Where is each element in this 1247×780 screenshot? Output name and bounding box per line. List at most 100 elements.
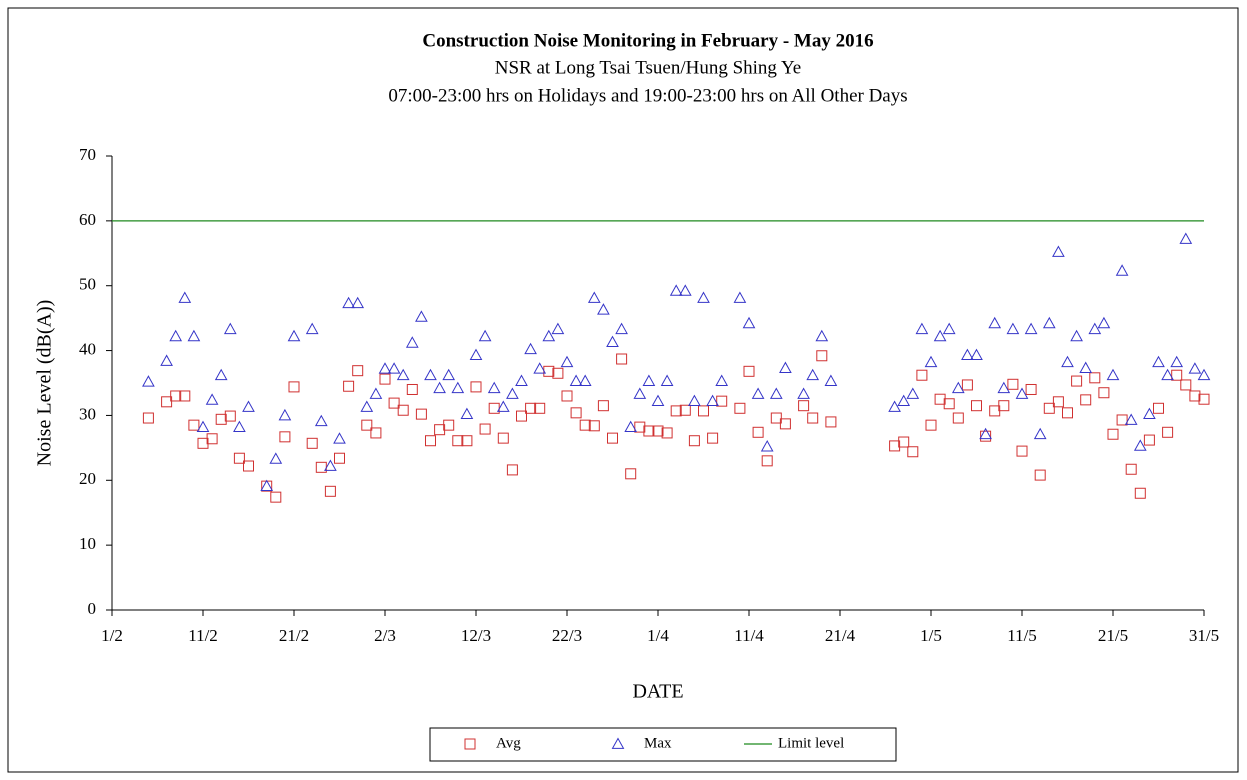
- avg-point: [270, 491, 282, 503]
- max-point: [533, 362, 547, 374]
- avg-point: [679, 404, 691, 416]
- chart-border: [7, 7, 1239, 773]
- avg-point: [1016, 445, 1028, 457]
- max-point: [678, 284, 692, 296]
- avg-point: [443, 419, 455, 431]
- max-point: [178, 291, 192, 303]
- avg-point: [980, 430, 992, 442]
- max-point: [524, 342, 537, 355]
- avg-point: [1007, 378, 1019, 390]
- avg-point: [397, 404, 409, 416]
- y-tick-label: 30: [79, 404, 96, 423]
- avg-point: [1180, 379, 1192, 391]
- max-point: [1052, 245, 1065, 257]
- max-point: [242, 400, 255, 412]
- max-point: [824, 374, 838, 386]
- avg-point: [379, 373, 391, 385]
- max-point: [760, 440, 774, 452]
- max-point: [1006, 322, 1020, 335]
- max-point: [979, 427, 992, 440]
- max-point: [733, 291, 747, 303]
- max-point: [606, 335, 619, 348]
- max-point: [142, 375, 155, 387]
- avg-point: [243, 460, 254, 472]
- max-point: [369, 387, 383, 399]
- avg-point: [761, 455, 773, 467]
- avg-point: [597, 400, 609, 412]
- max-point: [1179, 232, 1193, 244]
- x-tick-label: 1/2: [101, 626, 123, 645]
- max-point: [496, 400, 510, 412]
- max-point: [1124, 413, 1138, 425]
- max-point: [933, 329, 947, 342]
- max-point: [915, 322, 929, 335]
- avg-point: [743, 365, 755, 377]
- avg-point: [306, 437, 318, 449]
- x-tick-label: 2/3: [374, 626, 396, 645]
- avg-point: [406, 383, 418, 395]
- avg-point: [1153, 402, 1164, 414]
- max-point: [706, 394, 719, 407]
- avg-point: [233, 452, 245, 464]
- avg-point: [925, 419, 937, 431]
- avg-point: [816, 350, 828, 362]
- max-point: [342, 296, 355, 309]
- max-point: [1106, 368, 1120, 381]
- chart-subtitle: NSR at Long Tsai Tsuen/Hung Shing Ye: [495, 57, 801, 78]
- avg-point: [1189, 390, 1201, 402]
- max-point: [451, 381, 465, 394]
- avg-point: [1171, 369, 1183, 381]
- max-point: [988, 316, 1002, 329]
- avg-point: [998, 400, 1010, 412]
- max-point: [506, 387, 519, 399]
- max-point: [569, 374, 583, 386]
- avg-point: [570, 407, 582, 419]
- avg-point: [907, 446, 919, 458]
- x-tick-label: 21/4: [825, 626, 856, 645]
- max-point: [205, 393, 219, 405]
- avg-point: [170, 390, 182, 402]
- avg-point: [188, 419, 200, 431]
- max-point: [223, 322, 237, 335]
- avg-point: [643, 425, 655, 437]
- avg-point: [470, 381, 482, 393]
- max-point: [460, 407, 474, 420]
- chart-subtitle: 07:00-23:00 hrs on Holidays and 19:00-23…: [388, 85, 907, 106]
- avg-point: [661, 427, 673, 439]
- max-point: [287, 329, 301, 342]
- max-point: [742, 316, 756, 329]
- max-point: [1088, 322, 1102, 335]
- max-point: [1115, 264, 1129, 276]
- x-tick-label: 11/5: [1007, 626, 1037, 645]
- avg-point: [734, 402, 746, 414]
- max-point: [515, 374, 528, 386]
- max-point: [442, 368, 456, 381]
- max-point: [360, 400, 374, 412]
- avg-point: [625, 468, 637, 480]
- avg-point: [279, 431, 291, 443]
- max-point: [888, 400, 901, 412]
- max-point: [751, 387, 765, 399]
- max-point: [233, 420, 246, 433]
- avg-point: [1080, 394, 1092, 406]
- avg-point: [215, 413, 227, 425]
- chart-title: Construction Noise Monitoring in Februar…: [422, 30, 873, 51]
- max-point: [415, 310, 428, 322]
- avg-point: [1107, 428, 1119, 440]
- max-point: [1133, 439, 1147, 451]
- avg-point: [616, 353, 628, 365]
- avg-point: [452, 435, 464, 447]
- max-point: [214, 368, 228, 381]
- avg-point: [588, 420, 600, 432]
- avg-point: [288, 381, 300, 393]
- max-point: [1024, 322, 1038, 335]
- avg-point: [370, 427, 382, 439]
- max-point: [160, 354, 173, 366]
- max-point: [1143, 407, 1156, 420]
- avg-point: [1062, 407, 1073, 419]
- avg-point: [179, 390, 191, 402]
- y-tick-label: 10: [79, 534, 96, 553]
- max-point: [597, 303, 610, 315]
- y-tick-label: 50: [79, 275, 96, 294]
- avg-point: [670, 405, 682, 417]
